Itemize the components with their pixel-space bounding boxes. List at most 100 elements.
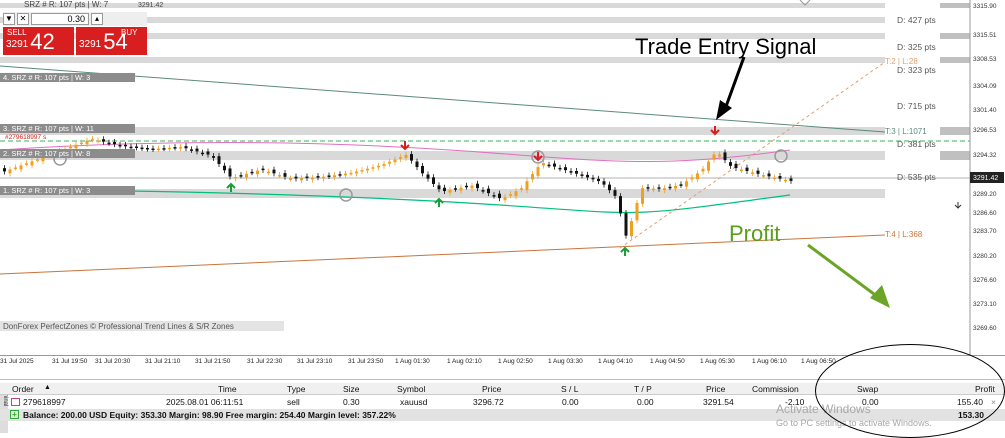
candle-body <box>580 174 584 176</box>
candle-body <box>470 185 474 189</box>
candle-body <box>542 163 545 166</box>
candle-body <box>338 174 342 176</box>
distance-label: D: 325 pts <box>897 42 936 52</box>
candle-body <box>25 163 28 165</box>
candle-body <box>107 142 111 145</box>
time-tick: 1 Aug 01:30 <box>395 358 430 365</box>
time-tick: 31 Jul 22:30 <box>247 358 283 365</box>
candle-body <box>289 178 292 180</box>
distance-labels: D: 427 pts D: 325 pts D: 323 pts D: 715 pts… <box>897 15 936 182</box>
candle-body <box>8 169 12 174</box>
candle-body <box>217 156 221 165</box>
cell-price: 3296.72 <box>473 397 504 407</box>
candle-body <box>388 161 391 164</box>
lot-size-input[interactable]: 0.30 <box>31 13 89 25</box>
candle-body <box>278 175 281 177</box>
time-tick: 1 Aug 02:50 <box>498 358 533 365</box>
candle-body <box>443 187 446 192</box>
candle-body <box>701 168 705 172</box>
trend-label: T:3 | L:1071 <box>885 127 927 136</box>
candle-body <box>245 173 248 178</box>
col-price[interactable]: Price <box>482 384 502 394</box>
col-commission[interactable]: Commission <box>752 384 799 394</box>
col-tp[interactable]: T / P <box>634 384 652 394</box>
candle-body <box>283 173 287 177</box>
candle-body <box>553 163 556 167</box>
buy-button[interactable]: 3291 54 <box>76 27 147 55</box>
ticket-label: #279618997 s <box>5 134 47 141</box>
candle-body <box>789 178 793 181</box>
candle-body <box>646 187 650 189</box>
candle-body <box>102 139 105 142</box>
candle-body <box>558 167 562 170</box>
time-tick: 1 Aug 05:30 <box>700 358 735 365</box>
candle-body <box>366 168 369 171</box>
candle-body <box>476 183 479 189</box>
candle-body <box>146 147 149 150</box>
close-icon[interactable]: ✕ <box>17 13 29 25</box>
candle-body <box>564 167 567 171</box>
col-order[interactable]: Order <box>12 384 34 394</box>
candle-body <box>740 169 743 172</box>
candle-body <box>140 147 144 150</box>
col-symbol[interactable]: Symbol <box>397 384 426 394</box>
sort-icon[interactable]: ▲ <box>44 384 51 391</box>
candle-body <box>536 167 540 176</box>
candle-body <box>591 177 595 180</box>
zone-label: 4. SRZ # R: 107 pts | W: 3 <box>3 73 90 82</box>
time-tick: 31 Jul 23:10 <box>297 358 333 365</box>
candle-body <box>674 185 677 189</box>
candle-body <box>382 163 386 166</box>
collapse-icon[interactable]: ▼ <box>3 13 15 25</box>
candle-body <box>745 167 749 171</box>
candle-body <box>151 148 155 151</box>
sell-button[interactable]: 3291 42 <box>3 27 74 55</box>
lower-band <box>0 189 791 214</box>
entry-signal-annotation: Trade Entry Signal <box>635 34 816 59</box>
profit-annotation: Profit <box>729 221 780 246</box>
candle-body <box>19 165 23 170</box>
time-tick: 1 Aug 06:50 <box>801 358 836 365</box>
scroll-down-icon[interactable] <box>954 202 962 209</box>
chart-shift-icon[interactable] <box>799 0 811 6</box>
distance-label: D: 427 pts <box>897 15 936 25</box>
candle-body <box>85 140 89 145</box>
price-chart[interactable]: SRZ # R: 107 pts | W: 7 3291.42 4. SRZ #… <box>0 0 1005 355</box>
distance-label: D: 535 pts <box>897 172 936 182</box>
candle-body <box>751 172 754 174</box>
current-price-tag <box>970 172 1004 183</box>
price-tick: 3294.32 <box>973 152 997 159</box>
candle-body <box>613 190 617 196</box>
col-sl[interactable]: S / L <box>561 384 579 394</box>
top-zone-caption: SRZ # R: 107 pts | W: 7 <box>24 0 109 9</box>
candle-body <box>322 176 325 179</box>
profit-highlight-ellipse <box>815 344 1005 438</box>
candle-body <box>454 188 457 190</box>
candle-body <box>575 170 578 174</box>
col-time[interactable]: Time <box>218 384 237 394</box>
col-type[interactable]: Type <box>287 384 306 394</box>
price-tick: 3280.20 <box>973 253 997 260</box>
price-tick: 3273.10 <box>973 301 997 308</box>
signal-arrows <box>226 126 720 256</box>
zone-bands <box>0 3 885 198</box>
candle-body <box>113 141 116 145</box>
candle-body <box>723 152 727 161</box>
candle-body <box>3 168 6 172</box>
candle-body <box>498 193 501 199</box>
trend-label: T:4 | L:368 <box>885 230 923 239</box>
candle-body <box>157 148 160 151</box>
candle-body <box>201 152 204 155</box>
col-size[interactable]: Size <box>343 384 360 394</box>
candle-body <box>135 146 138 148</box>
candle-body <box>718 154 721 157</box>
buy-price-minor: 54 <box>103 29 128 54</box>
col-price2[interactable]: Price <box>706 384 726 394</box>
top-price: 3291.42 <box>138 2 163 9</box>
distance-label: D: 381 pts <box>897 139 936 149</box>
price-tick: 3315.90 <box>973 3 997 10</box>
balance-icon: + <box>10 410 19 419</box>
indicator-caption: DonForex PerfectZones © Professional Tre… <box>3 322 234 331</box>
candle-body <box>404 154 408 158</box>
lot-step-icon[interactable]: ▴ <box>91 13 103 25</box>
